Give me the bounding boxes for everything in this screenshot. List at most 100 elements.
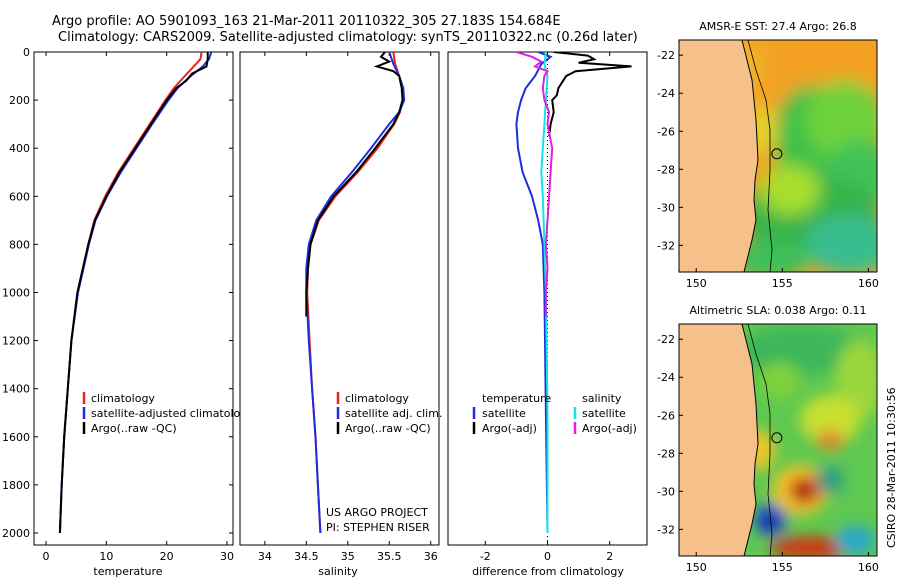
y-tick-label: 1200 [2,335,30,348]
y-tick-label: 1800 [2,479,30,492]
header-line-2: Climatology: CARS2009. Satellite-adjuste… [58,30,638,45]
y-tick-label: -28 [657,163,675,176]
header-line-1: Argo profile: AO 5901093_163 21-Mar-2011… [52,14,561,29]
y-tick-label: -24 [657,371,675,384]
australia-landmass [679,40,759,272]
salinity-satellite-line [305,52,406,534]
difference-legend: temperature satellite Argo(-adj) salinit… [472,392,637,435]
sla-map-y-ticks: -22 -24 -26 -28 -30 -32 [657,333,683,536]
legend-satellite: satellite adj. clim. [345,407,442,420]
salinity-argo-line [305,52,404,317]
salinity-panel: 34 34.5 35 35.5 36 salinity climatology sate… [239,51,442,578]
salinity-x-label: salinity [318,565,358,578]
legend-temperature-head: temperature [482,392,551,405]
legend-argo: Argo(..raw -QC) [345,422,431,435]
x-tick-label: 34 [258,550,272,563]
csiro-timestamp: CSIRO 28-Mar-2011 10:30:56 [885,387,898,548]
difference-temperature-argo-line [548,52,632,137]
x-tick-label: -2 [480,550,491,563]
x-tick-label: 34.5 [294,550,319,563]
x-tick-label: 35.5 [377,550,402,563]
y-tick-label: 800 [9,238,30,251]
legend-salinity-head: salinity [582,392,622,405]
x-tick-label: 150 [686,561,707,574]
sla-map-panel: Altimetric SLA: 0.038 Argo: 0.11 [657,304,879,574]
legend-argo: Argo(..raw -QC) [91,422,177,435]
y-tick-label: -26 [657,125,675,138]
y-tick-label: -28 [657,447,675,460]
sst-map-title: AMSR-E SST: 27.4 Argo: 26.8 [699,20,857,33]
legend-climatology: climatology [345,392,409,405]
y-tick-label: -22 [657,333,675,346]
x-tick-label: 155 [772,277,793,290]
temperature-y-ticks: 0 200 400 600 800 1000 1200 1400 1600 1800 2000 [2,46,233,540]
y-tick-label: 0 [23,46,30,59]
shelf-contour [747,40,773,272]
sla-map-title: Altimetric SLA: 0.038 Argo: 0.11 [689,304,866,317]
x-tick-label: 150 [686,277,707,290]
x-tick-label: 2 [606,550,613,563]
sst-map-field [679,40,877,272]
y-tick-label: 2000 [2,527,30,540]
x-tick-label: 155 [772,561,793,574]
y-tick-label: -32 [657,523,675,536]
x-tick-label: 10 [99,550,113,563]
x-tick-label: 30 [220,550,234,563]
argo-float-marker [771,432,783,444]
y-tick-label: 1400 [2,383,30,396]
difference-x-label: difference from climatology [472,565,624,578]
y-tick-label: -30 [657,485,675,498]
pi-credit: PI: STEPHEN RISER [326,521,430,534]
x-tick-label: 160 [858,561,879,574]
sst-map-frame [678,39,878,273]
difference-temperature-satellite-line [515,52,553,534]
australia-landmass [679,324,759,556]
difference-panel: -2 0 2 difference from climatology tempera… [447,51,648,578]
x-tick-label: 0 [544,550,551,563]
legend-temp-argo: Argo(-adj) [482,422,537,435]
sla-map-field [679,324,877,556]
shelf-contour [747,324,773,556]
legend-climatology: climatology [91,392,155,405]
salinity-axes-box [239,51,440,546]
legend-satellite: satellite-adjusted climatolog [91,407,247,420]
legend-sal-satellite: satellite [582,407,626,420]
y-tick-label: 200 [9,94,30,107]
y-tick-label: 600 [9,190,30,203]
x-tick-label: 20 [160,550,174,563]
y-tick-label: -22 [657,49,675,62]
temperature-series [58,52,213,534]
y-tick-label: 1000 [2,286,30,299]
argo-float-marker [771,148,783,160]
salinity-series [305,52,406,534]
temperature-argo-line [58,52,209,534]
project-credit: US ARGO PROJECT [326,506,428,519]
x-tick-label: 36 [424,550,438,563]
x-tick-label: 35 [341,550,355,563]
temperature-x-label: temperature [93,565,162,578]
temperature-x-ticks: 0 10 20 30 [43,52,234,563]
y-tick-label: 1600 [2,431,30,444]
sst-map-x-ticks: 150 155 160 [686,268,879,290]
salinity-x-ticks: 34 34.5 35 35.5 36 [258,52,438,563]
y-tick-label: -26 [657,409,675,422]
difference-series [515,52,632,534]
temperature-axes-box [33,51,234,546]
y-tick-label: -30 [657,201,675,214]
difference-salinity-argo-line [516,52,554,317]
y-tick-label: -32 [657,239,675,252]
x-tick-label: 0 [43,550,50,563]
temperature-legend: climatology satellite-adjusted climatolo… [82,392,247,435]
sla-map-frame [678,323,878,557]
sst-map-y-ticks: -22 -24 -26 -28 -30 -32 [657,49,683,252]
legend-temp-satellite: satellite [482,407,526,420]
x-tick-label: 160 [858,277,879,290]
y-tick-label: 400 [9,142,30,155]
sla-map-x-ticks: 150 155 160 [686,552,879,574]
sst-map-panel: AMSR-E SST: 27.4 Argo: 26.8 -22 -24 -26 -28 [657,20,879,290]
y-tick-label: -24 [657,87,675,100]
temperature-panel: 0 200 400 600 800 1000 1200 1400 1600 1800 2000 0 1… [2,46,247,578]
legend-sal-argo: Argo(-adj) [582,422,637,435]
salinity-legend: climatology satellite adj. clim. Argo(..… [336,392,442,435]
